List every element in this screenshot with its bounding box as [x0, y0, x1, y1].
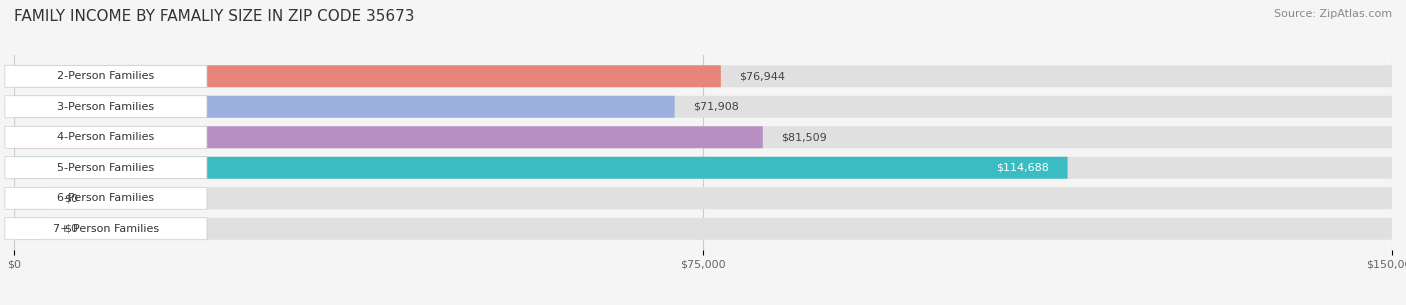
- FancyBboxPatch shape: [4, 218, 207, 240]
- Text: 7+ Person Families: 7+ Person Families: [53, 224, 159, 234]
- FancyBboxPatch shape: [14, 218, 46, 240]
- FancyBboxPatch shape: [4, 157, 207, 179]
- FancyBboxPatch shape: [14, 187, 1392, 209]
- FancyBboxPatch shape: [14, 96, 1392, 118]
- Text: 4-Person Families: 4-Person Families: [58, 132, 155, 142]
- Text: $76,944: $76,944: [740, 71, 785, 81]
- FancyBboxPatch shape: [14, 157, 1067, 179]
- Text: 5-Person Families: 5-Person Families: [58, 163, 155, 173]
- Text: $81,509: $81,509: [782, 132, 827, 142]
- FancyBboxPatch shape: [14, 157, 1392, 179]
- Text: 6-Person Families: 6-Person Families: [58, 193, 155, 203]
- Text: $0: $0: [65, 224, 79, 234]
- FancyBboxPatch shape: [14, 126, 763, 148]
- FancyBboxPatch shape: [14, 218, 1392, 240]
- FancyBboxPatch shape: [4, 65, 207, 87]
- FancyBboxPatch shape: [4, 126, 207, 148]
- FancyBboxPatch shape: [14, 65, 721, 87]
- FancyBboxPatch shape: [14, 65, 1392, 87]
- Text: $0: $0: [65, 193, 79, 203]
- Text: $71,908: $71,908: [693, 102, 738, 112]
- FancyBboxPatch shape: [4, 96, 207, 118]
- FancyBboxPatch shape: [4, 187, 207, 209]
- Text: Source: ZipAtlas.com: Source: ZipAtlas.com: [1274, 9, 1392, 19]
- Text: FAMILY INCOME BY FAMALIY SIZE IN ZIP CODE 35673: FAMILY INCOME BY FAMALIY SIZE IN ZIP COD…: [14, 9, 415, 24]
- Text: 2-Person Families: 2-Person Families: [58, 71, 155, 81]
- FancyBboxPatch shape: [14, 96, 675, 118]
- Text: $114,688: $114,688: [997, 163, 1049, 173]
- FancyBboxPatch shape: [14, 187, 46, 209]
- Text: 3-Person Families: 3-Person Families: [58, 102, 155, 112]
- FancyBboxPatch shape: [14, 126, 1392, 148]
